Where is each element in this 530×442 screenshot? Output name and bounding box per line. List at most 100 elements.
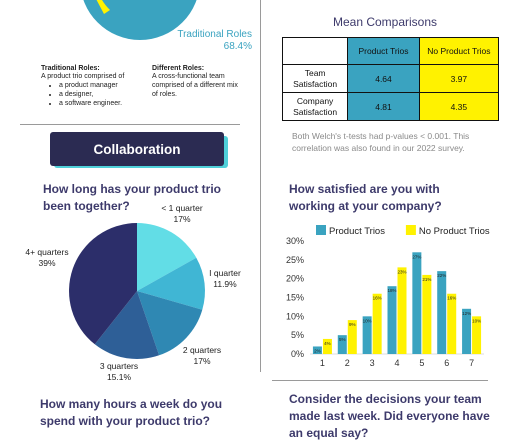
bar-no-product-trios xyxy=(397,267,407,354)
bar-no-product-trios xyxy=(372,293,382,354)
y-tick-label: 25% xyxy=(286,255,304,265)
mean-comparisons-title: Mean Comparisons xyxy=(332,15,438,29)
different-roles-definition: Different Roles: A cross-functional team… xyxy=(152,65,244,99)
duration-slice-3-quarters xyxy=(94,291,160,359)
roles-pie-trad-value: 68.4% xyxy=(223,41,252,52)
section-divider-left xyxy=(20,124,240,125)
bar-product-trios xyxy=(387,286,397,354)
collaboration-button[interactable]: Collaboration xyxy=(50,132,224,166)
traditional-role-item: a product manager xyxy=(59,81,141,90)
question-hours: How many hours a week do you spend with … xyxy=(40,397,223,428)
legend-swatch xyxy=(316,225,326,235)
bar-data-label: 27% xyxy=(412,254,421,259)
pie-label-name: < 1 quarter xyxy=(161,203,203,213)
bar-product-trios xyxy=(337,335,347,354)
bar-data-label: 18% xyxy=(387,288,396,293)
roles-pie-trad-label: Traditional Roles 68.4% xyxy=(150,29,252,53)
bar-no-product-trios xyxy=(422,274,432,354)
welch-test-note: Both Welch's t-tests had p-values < 0.00… xyxy=(292,131,470,153)
table-cell-value: 4.64 xyxy=(347,64,420,93)
bar-data-label: 12% xyxy=(462,311,471,316)
pie-label-name: I quarter xyxy=(209,268,241,278)
table-row-label: Team Satisfaction xyxy=(281,64,349,93)
pie-label-value: 17% xyxy=(173,214,191,224)
bar-data-label: 16% xyxy=(373,296,382,301)
table-corner-cell xyxy=(281,37,349,65)
bar-product-trios xyxy=(312,346,322,354)
bar-data-label: 5% xyxy=(339,337,346,342)
bar-data-label: 22% xyxy=(437,273,446,278)
bar-data-label: 4% xyxy=(324,341,331,346)
x-tick-label: 3 xyxy=(370,358,375,368)
bar-product-trios xyxy=(437,271,447,354)
y-tick-label: 10% xyxy=(286,311,304,321)
duration-slice-2-quarters xyxy=(137,291,203,356)
section-divider-right xyxy=(272,380,488,381)
roles-pie-trad-name: Traditional Roles xyxy=(177,29,252,40)
x-tick-label: 1 xyxy=(320,358,325,368)
pie-label-value: 15.1% xyxy=(106,372,132,382)
pie-label-4-plus: 4+ quarters 39% xyxy=(20,247,74,269)
pie-label-less-than-1: < 1 quarter 17% xyxy=(150,203,214,225)
pie-label-2-quarters: 2 quarters 17% xyxy=(174,345,230,367)
question-satisfied: How satisfied are you with working at yo… xyxy=(289,182,442,213)
bar-data-label: 10% xyxy=(472,318,481,323)
table-cell-value: 3.97 xyxy=(418,64,500,93)
bar-product-trios xyxy=(362,316,372,354)
roles-pie-diff-slice xyxy=(96,0,110,14)
bar-product-trios xyxy=(462,308,472,354)
pie-label-1-quarter: I quarter 11.9% xyxy=(198,268,252,290)
bar-no-product-trios xyxy=(322,338,332,354)
question-decisions: Consider the decisions your team made la… xyxy=(289,392,490,440)
y-tick-label: 5% xyxy=(291,330,304,340)
traditional-role-item: a designer, xyxy=(59,90,141,99)
x-tick-label: 7 xyxy=(469,358,474,368)
column-divider xyxy=(260,0,261,372)
question-how-long: How long has your product trio been toge… xyxy=(43,182,221,213)
legend-label: No Product Trios xyxy=(419,226,490,237)
traditional-roles-intro: A product trio comprised of xyxy=(41,73,125,80)
pie-label-name: 2 quarters xyxy=(182,345,222,355)
bar-product-trios xyxy=(412,252,422,354)
pie-label-name: 4+ quarters xyxy=(25,247,69,257)
collaboration-section-header: Collaboration xyxy=(50,132,228,168)
different-roles-body: A cross-functional team comprised of a d… xyxy=(152,73,238,98)
x-tick-label: 4 xyxy=(394,358,399,368)
y-tick-label: 20% xyxy=(286,274,304,284)
pie-label-3-quarters: 3 quarters 15.1% xyxy=(90,361,148,383)
traditional-roles-body: A product trio comprised of a product ma… xyxy=(41,72,141,108)
x-tick-label: 5 xyxy=(419,358,424,368)
traditional-roles-title: Traditional Roles: xyxy=(41,65,100,72)
pie-label-name: 3 quarters xyxy=(99,361,139,371)
duration-slice-less-than-1 xyxy=(137,223,197,291)
bar-data-label: 21% xyxy=(422,277,431,282)
pie-label-value: 39% xyxy=(38,258,56,268)
bar-data-label: 23% xyxy=(397,269,406,274)
table-cell-value: 4.35 xyxy=(418,92,500,121)
bar-data-label: 16% xyxy=(447,296,456,301)
table-row-label: Company Satisfaction xyxy=(281,92,349,121)
traditional-role-item: a software engineer. xyxy=(59,99,141,108)
bar-no-product-trios xyxy=(472,316,482,354)
satisfaction-bar-chart: Product Trios No Product Trios 0% 5% 10% 1 5% 2… xyxy=(286,225,490,368)
table-header-no-product-trios: No Product Trios xyxy=(418,37,500,65)
different-roles-title: Different Roles: xyxy=(152,65,205,72)
bar-data-label: 9% xyxy=(349,322,356,327)
x-tick-label: 6 xyxy=(444,358,449,368)
bar-data-label: 2% xyxy=(314,348,321,353)
y-tick-label: 0% xyxy=(291,349,304,359)
table-header-product-trios: Product Trios xyxy=(347,37,420,65)
duration-slice-4-plus xyxy=(69,223,137,345)
duration-slice-1-quarter xyxy=(137,257,205,310)
roles-pie-trad-slice xyxy=(83,0,197,40)
traditional-roles-definition: Traditional Roles: A product trio compri… xyxy=(41,65,141,108)
mean-comparisons-table: Product Trios No Product Trios Team Sati… xyxy=(281,37,500,121)
roles-pie-chart xyxy=(83,0,197,40)
pie-label-value: 11.9% xyxy=(213,279,237,289)
y-tick-label: 30% xyxy=(286,236,304,246)
bar-no-product-trios xyxy=(447,293,457,354)
legend-label: Product Trios xyxy=(329,226,385,237)
table-cell-value: 4.81 xyxy=(347,92,420,121)
duration-pie-chart xyxy=(69,223,205,359)
x-tick-label: 2 xyxy=(345,358,350,368)
